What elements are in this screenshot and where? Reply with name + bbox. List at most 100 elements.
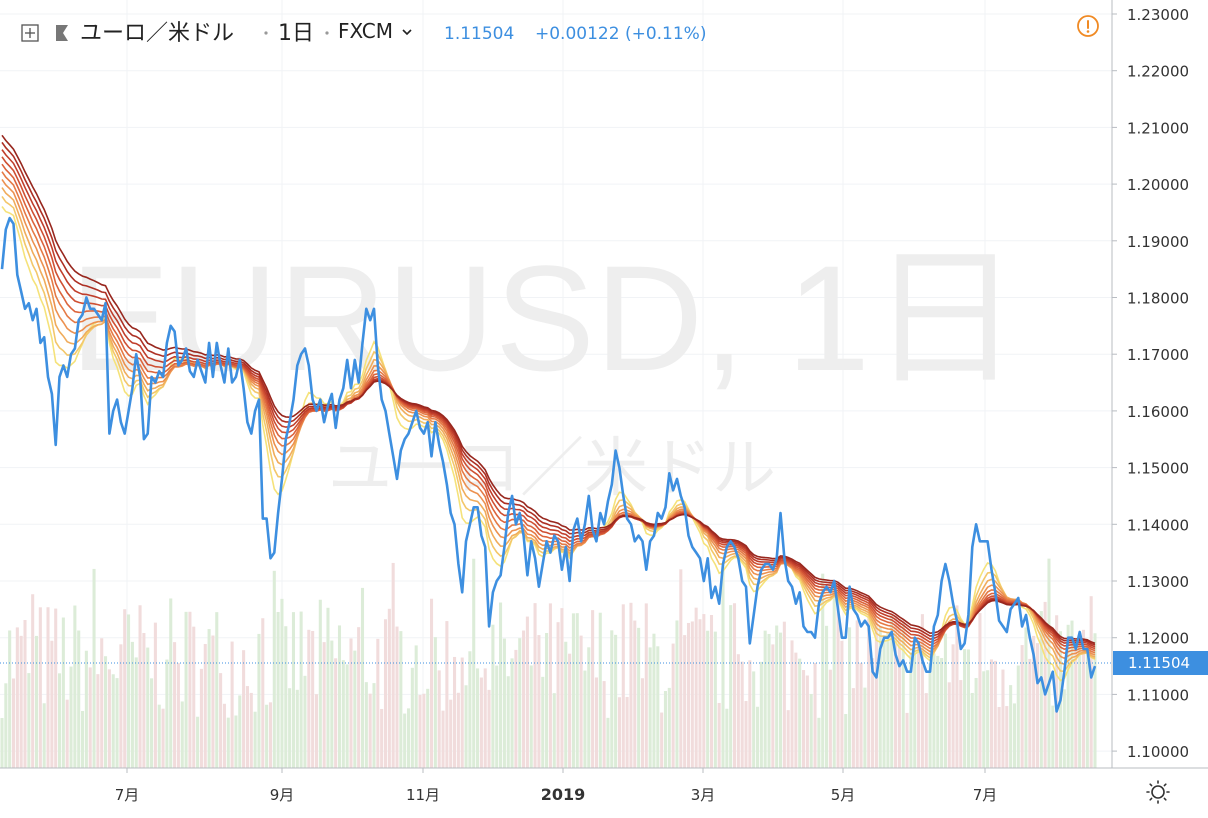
y-tick-label: 1.17000 [1127,346,1189,364]
volume-bar [583,670,587,768]
volume-bar [652,633,656,768]
volume-bar [564,641,568,768]
expand-icon[interactable] [21,24,39,42]
volume-bar [383,619,388,768]
separator-dot [325,31,329,35]
volume-bar [874,619,878,768]
interval-label[interactable]: 1日 [278,21,314,46]
volume-bar [809,693,813,768]
volume-bar [96,674,100,768]
y-tick-label: 1.18000 [1127,290,1189,308]
volume-bar [391,562,395,768]
volume-bar [460,657,464,768]
volume-bar [713,631,717,768]
volume-bar [502,638,506,768]
current-price-label: 1.11504 [1128,654,1190,672]
volume-bar [951,644,955,768]
volume-bar [970,692,974,768]
volume-bar [1005,706,1009,768]
volume-bar [982,671,986,768]
chevron-down-icon[interactable] [402,29,412,36]
volume-bar [115,678,119,768]
volume-bar [0,717,4,768]
exchange-label[interactable]: FXCM [338,19,393,43]
volume-bar [1035,643,1040,768]
volume-bar [633,620,637,768]
volume-bar [242,650,246,768]
volume-bar [717,702,721,768]
volume-bar [403,713,407,768]
volume-bar [537,635,541,768]
volume-bar [897,620,901,768]
y-tick-label: 1.22000 [1127,63,1189,81]
volume-bar [778,632,783,768]
volume-bar [23,619,27,768]
volume-bar [104,656,108,768]
volume-bar [399,631,403,768]
volume-bar [675,620,679,768]
ma-ribbon-line [1,171,1096,655]
volume-bar [637,627,641,768]
volume-bar [1012,703,1016,768]
volume-bar [533,603,537,768]
volume-bar [326,607,330,768]
volume-bar [284,626,288,768]
warning-icon[interactable] [1077,15,1099,37]
volume-bar [234,715,238,768]
flag-icon[interactable] [56,25,68,41]
volume-bar [288,688,292,768]
volume-bar [387,608,391,768]
volume-bar [211,635,215,768]
volume-bar [245,686,249,768]
volume-bar [986,670,990,768]
volume-bar [376,638,380,768]
volume-bar [196,716,200,768]
volume-bar [805,675,809,768]
volume-bar [418,694,422,768]
volume-bar [130,641,134,768]
volume-bar [594,677,598,768]
volume-bar [943,633,947,768]
volume-bar [1085,644,1089,768]
volume-bar [314,694,319,768]
volume-bar [479,677,483,768]
volume-bar [433,637,437,768]
volume-bar [920,614,924,768]
volume-bar [882,635,886,768]
volume-bar [453,656,457,768]
time-axis[interactable]: 7月 9月 11月 2019 3月 5月 7月 [115,768,998,804]
volume-bar [8,630,12,768]
volume-bar [291,612,296,768]
volume-bar [11,678,16,768]
volume-bar [851,688,855,768]
y-tick-label: 1.23000 [1127,6,1189,24]
volume-bar [955,605,959,768]
volume-bar [871,658,875,768]
volume-bar [153,622,157,768]
volume-bar [790,640,794,768]
volume-bar [372,683,376,768]
settings-gear-icon[interactable] [1146,780,1170,804]
y-tick-label: 1.13000 [1127,573,1189,591]
volume-bar [510,658,514,768]
volume-bar [1024,627,1028,768]
volume-bar [821,573,825,768]
volume-bar [1070,620,1074,768]
volume-bar [936,655,940,768]
volume-bar [92,568,96,768]
volume-bar [1074,648,1078,768]
volume-bar [744,701,748,768]
volume-bar [1062,689,1066,768]
volume-bar [77,630,81,768]
symbol-name[interactable]: ユーロ／米ドル [80,21,234,46]
price-axis[interactable]: 1.23000 1.22000 1.21000 1.20000 1.19000 1.180… [1112,6,1189,761]
volume-bar [890,614,894,768]
volume-bar [571,613,575,768]
volume-bar [19,635,23,768]
y-tick-label: 1.11000 [1127,686,1189,704]
volume-bar [257,633,261,768]
ma-ribbon-line [1,134,1096,644]
volume-bar [360,587,365,768]
volume-bar [993,660,997,768]
volume-bar [1016,665,1020,768]
